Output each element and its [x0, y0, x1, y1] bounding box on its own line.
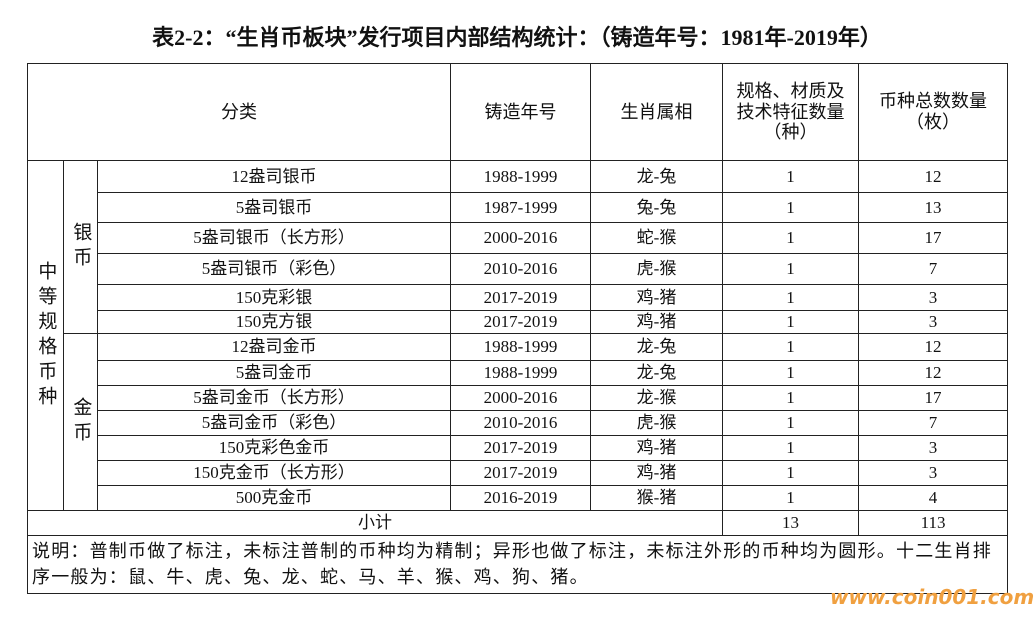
- cell: 12: [858, 160, 1009, 193]
- cell: 1: [722, 284, 860, 311]
- cell: 150克金币（长方形）: [96, 460, 452, 486]
- table-row: 5盎司金币（长方形） 2000-2016 龙-猴 1 17: [28, 385, 1009, 411]
- table-row: 5盎司银币 1987-1999 兔-兔 1 13: [28, 192, 1009, 223]
- header-cell: 分类: [26, 63, 452, 161]
- cell: 5盎司金币（长方形）: [96, 385, 452, 411]
- cell: 7: [858, 253, 1009, 285]
- cell: 1: [722, 192, 860, 223]
- watermark: www.coin001.com: [830, 585, 1034, 609]
- header-text: 规格、材质及技术特征数量（种）: [736, 80, 845, 143]
- cell: 虎-猴: [590, 410, 724, 436]
- table-row: 150克方银 2017-2019 鸡-猪 1 3: [28, 310, 1009, 334]
- cell: 2010-2016: [450, 253, 592, 285]
- cell: 龙-兔: [590, 333, 724, 361]
- cell: 1: [722, 253, 860, 285]
- cell: 1: [722, 410, 860, 436]
- cell: 5盎司金币: [96, 360, 452, 386]
- cell: 猴-猪: [590, 485, 724, 511]
- cell: 蛇-猴: [590, 222, 724, 254]
- note: 说明：普制币做了标注，未标注普制的币种均为精制；异形也做了标注，未标注外形的币种…: [26, 535, 1009, 594]
- cell: 150克彩色金币: [96, 435, 452, 461]
- cell: 1: [722, 222, 860, 254]
- cell: 12盎司银币: [96, 160, 452, 193]
- cell: 17: [858, 385, 1009, 411]
- cell: 2017-2019: [450, 284, 592, 311]
- cell: 12盎司金币: [96, 333, 452, 361]
- cell: 4: [858, 485, 1009, 511]
- header-cell: 币种总数数量（枚）: [858, 63, 1009, 161]
- subtotal-value: 13: [722, 510, 860, 536]
- group-label: 中等规格币种: [27, 160, 64, 511]
- cell: 5盎司银币（彩色）: [96, 253, 452, 285]
- title: 表2-2：“生肖币板块”发行项目内部结构统计：（铸造年号：1981年-2019年…: [152, 25, 882, 50]
- cell: 1: [722, 485, 860, 511]
- cell: 1988-1999: [450, 160, 592, 193]
- cell: 1988-1999: [450, 360, 592, 386]
- cell: 5盎司银币: [96, 192, 452, 223]
- cell: 2000-2016: [450, 222, 592, 254]
- cell: 3: [858, 310, 1009, 334]
- cell: 1: [722, 160, 860, 193]
- table-row: 小计 13 113: [26, 510, 1009, 536]
- cell: 5盎司金币（彩色）: [96, 410, 452, 436]
- cell: 1: [722, 360, 860, 386]
- cell: 1: [722, 333, 860, 361]
- table-row: 5盎司银币（长方形） 2000-2016 蛇-猴 1 17: [28, 222, 1009, 254]
- cell: 2017-2019: [450, 460, 592, 486]
- cell: 虎-猴: [590, 253, 724, 285]
- cell: 兔-兔: [590, 192, 724, 223]
- subgroup-label: 金币: [63, 333, 98, 511]
- cell: 12: [858, 333, 1009, 361]
- cell: 5盎司银币（长方形）: [96, 222, 452, 254]
- table-row: 500克金币 2016-2019 猴-猪 1 4: [28, 485, 1009, 511]
- cell: 1988-1999: [450, 333, 592, 361]
- cell: 2016-2019: [450, 485, 592, 511]
- cell: 150克方银: [96, 310, 452, 334]
- cell: 3: [858, 460, 1009, 486]
- table-row: 150克彩银 2017-2019 鸡-猪 1 3: [28, 284, 1009, 311]
- table-row: 金币 12盎司金币 1988-1999 龙-兔 1 12: [28, 333, 1009, 511]
- header-cell: 铸造年号: [450, 63, 592, 161]
- cell: 鸡-猪: [590, 310, 724, 334]
- table-row: 说明：普制币做了标注，未标注普制的币种均为精制；异形也做了标注，未标注外形的币种…: [26, 535, 1009, 594]
- subgroup-label: 银币: [63, 160, 98, 334]
- cell: 1987-1999: [450, 192, 592, 223]
- cell: 2017-2019: [450, 435, 592, 461]
- cell: 500克金币: [96, 485, 452, 511]
- cell: 3: [858, 435, 1009, 461]
- header-cell: 规格、材质及技术特征数量（种）: [722, 63, 860, 161]
- cell: 7: [858, 410, 1009, 436]
- cell: 13: [858, 192, 1009, 223]
- table: 分类 铸造年号 生肖属相 规格、材质及技术特征数量（种） 币种总数数量（枚） 中等规格币种…: [26, 63, 1009, 594]
- cell: 1: [722, 435, 860, 461]
- subtotal-label: 小计: [26, 510, 724, 536]
- table-row: 150克金币（长方形） 2017-2019 鸡-猪 1 3: [28, 460, 1009, 486]
- cell: 12: [858, 360, 1009, 386]
- header-text: 币种总数数量（枚）: [879, 91, 988, 132]
- cell: 龙-兔: [590, 160, 724, 193]
- cell: 1: [722, 385, 860, 411]
- cell: 鸡-猪: [590, 460, 724, 486]
- cell: 鸡-猪: [590, 284, 724, 311]
- cell: 1: [722, 460, 860, 486]
- table-row: 分类 铸造年号 生肖属相 规格、材质及技术特征数量（种） 币种总数数量（枚）: [26, 63, 1009, 161]
- cell: 龙-兔: [590, 360, 724, 386]
- table-row: 150克彩色金币 2017-2019 鸡-猪 1 3: [28, 435, 1009, 461]
- cell: 2010-2016: [450, 410, 592, 436]
- cell: 150克彩银: [96, 284, 452, 311]
- cell: 17: [858, 222, 1009, 254]
- subtotal-value: 113: [858, 510, 1009, 536]
- cell: 2000-2016: [450, 385, 592, 411]
- cell: 2017-2019: [450, 310, 592, 334]
- cell: 龙-猴: [590, 385, 724, 411]
- cell: 1: [722, 310, 860, 334]
- table-row: 5盎司金币 1988-1999 龙-兔 1 12: [28, 360, 1009, 386]
- cell: 3: [858, 284, 1009, 311]
- table-row: 5盎司金币（彩色） 2010-2016 虎-猴 1 7: [28, 410, 1009, 436]
- header-cell: 生肖属相: [590, 63, 724, 161]
- table-row: 5盎司银币（彩色） 2010-2016 虎-猴 1 7: [28, 253, 1009, 285]
- table-row: 中等规格币种 银币 12盎司银币 1988-1999 龙-兔 1 12: [27, 160, 1009, 511]
- cell: 鸡-猪: [590, 435, 724, 461]
